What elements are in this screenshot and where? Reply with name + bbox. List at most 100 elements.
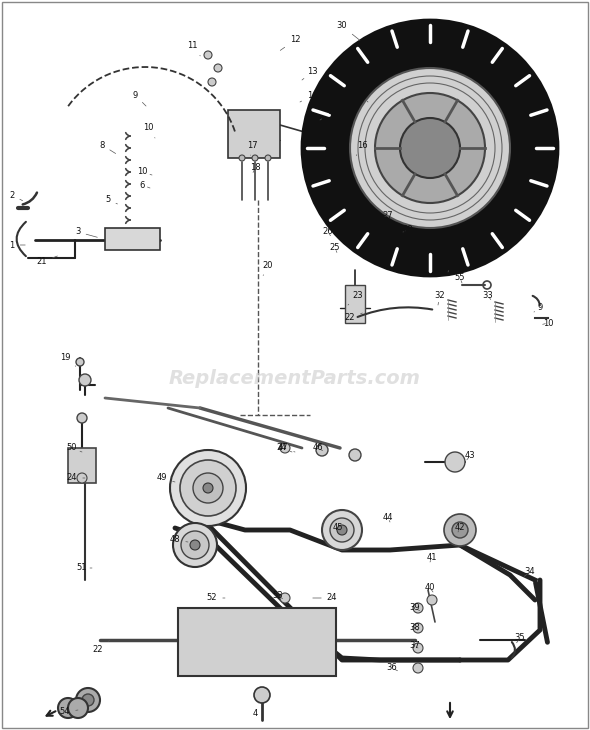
- Circle shape: [393, 223, 407, 237]
- Circle shape: [265, 155, 271, 161]
- Circle shape: [413, 663, 423, 673]
- Circle shape: [77, 413, 87, 423]
- Text: 53: 53: [273, 591, 283, 601]
- Circle shape: [190, 540, 200, 550]
- Text: 12: 12: [280, 36, 300, 50]
- Circle shape: [181, 531, 209, 559]
- Text: 54: 54: [60, 707, 78, 717]
- Circle shape: [204, 51, 212, 59]
- Text: 24: 24: [67, 474, 85, 483]
- Circle shape: [427, 595, 437, 605]
- Text: 48: 48: [170, 536, 188, 545]
- Text: 39: 39: [409, 604, 420, 612]
- Text: 37: 37: [409, 640, 420, 650]
- Circle shape: [330, 518, 354, 542]
- Circle shape: [445, 452, 465, 472]
- Text: 42: 42: [455, 523, 466, 532]
- Text: 26: 26: [323, 228, 333, 237]
- Text: 23: 23: [348, 291, 363, 305]
- Text: 46: 46: [313, 444, 323, 453]
- Text: 24: 24: [313, 593, 337, 602]
- Text: 6: 6: [139, 180, 150, 190]
- Circle shape: [76, 358, 84, 366]
- Circle shape: [79, 374, 91, 386]
- Text: 55: 55: [455, 274, 466, 283]
- Text: 13: 13: [302, 67, 317, 80]
- Bar: [178, 608, 336, 676]
- Circle shape: [302, 20, 558, 276]
- Text: 32: 32: [435, 291, 445, 305]
- Circle shape: [337, 525, 347, 535]
- Text: 2: 2: [9, 191, 22, 201]
- Circle shape: [252, 155, 258, 161]
- Circle shape: [350, 68, 510, 228]
- Text: 35: 35: [514, 634, 525, 642]
- Text: 36: 36: [386, 664, 398, 672]
- Text: 17: 17: [247, 140, 257, 155]
- Text: 25: 25: [330, 244, 340, 253]
- Circle shape: [280, 593, 290, 603]
- Circle shape: [82, 694, 94, 706]
- Text: 20: 20: [263, 261, 273, 275]
- Circle shape: [173, 523, 217, 567]
- Bar: [228, 110, 280, 158]
- Circle shape: [254, 687, 270, 703]
- Circle shape: [214, 64, 222, 72]
- Text: 52: 52: [206, 593, 225, 602]
- Circle shape: [349, 449, 361, 461]
- Text: 1: 1: [9, 240, 25, 250]
- Text: 18: 18: [250, 164, 260, 172]
- Circle shape: [180, 460, 236, 516]
- Text: 34: 34: [525, 567, 535, 577]
- Text: 9: 9: [534, 304, 543, 312]
- Text: 19: 19: [60, 353, 76, 366]
- Text: 44: 44: [383, 513, 394, 523]
- Text: 47: 47: [278, 444, 295, 453]
- Circle shape: [316, 444, 328, 456]
- Text: 33: 33: [483, 291, 493, 299]
- Circle shape: [170, 450, 246, 526]
- Text: 10: 10: [543, 318, 553, 328]
- Circle shape: [76, 688, 100, 712]
- Text: 10: 10: [137, 167, 152, 177]
- Text: 30: 30: [337, 21, 360, 40]
- Text: 3: 3: [76, 228, 97, 237]
- Circle shape: [400, 118, 460, 178]
- Bar: [68, 448, 96, 483]
- Circle shape: [372, 207, 388, 223]
- Circle shape: [203, 483, 213, 493]
- Circle shape: [68, 698, 88, 718]
- Circle shape: [452, 522, 468, 538]
- Text: 28: 28: [403, 226, 414, 234]
- Text: 8: 8: [99, 140, 116, 153]
- Text: 15: 15: [320, 107, 337, 120]
- Text: ReplacementParts.com: ReplacementParts.com: [169, 369, 421, 388]
- Text: 10: 10: [143, 123, 155, 138]
- Text: 22: 22: [93, 640, 110, 655]
- Text: 16: 16: [356, 140, 368, 155]
- Circle shape: [376, 211, 384, 219]
- Text: 11: 11: [187, 42, 200, 56]
- Circle shape: [413, 603, 423, 613]
- Circle shape: [239, 155, 245, 161]
- Bar: [345, 285, 365, 323]
- Text: 43: 43: [465, 451, 476, 461]
- Circle shape: [280, 443, 290, 453]
- Text: 29: 29: [445, 264, 455, 272]
- Text: 40: 40: [425, 583, 435, 593]
- Text: 4: 4: [253, 702, 259, 718]
- Circle shape: [193, 473, 223, 503]
- Text: 38: 38: [409, 623, 420, 632]
- Text: 22: 22: [345, 313, 362, 323]
- Text: 51: 51: [77, 564, 92, 572]
- Text: 9: 9: [132, 91, 146, 106]
- Text: 50: 50: [67, 444, 82, 453]
- Text: 45: 45: [333, 523, 343, 532]
- Text: 24: 24: [277, 444, 292, 453]
- Circle shape: [444, 514, 476, 546]
- Text: 27: 27: [383, 210, 394, 220]
- Text: 21: 21: [37, 256, 57, 266]
- Text: 41: 41: [427, 553, 437, 563]
- Circle shape: [375, 93, 485, 203]
- Circle shape: [322, 510, 362, 550]
